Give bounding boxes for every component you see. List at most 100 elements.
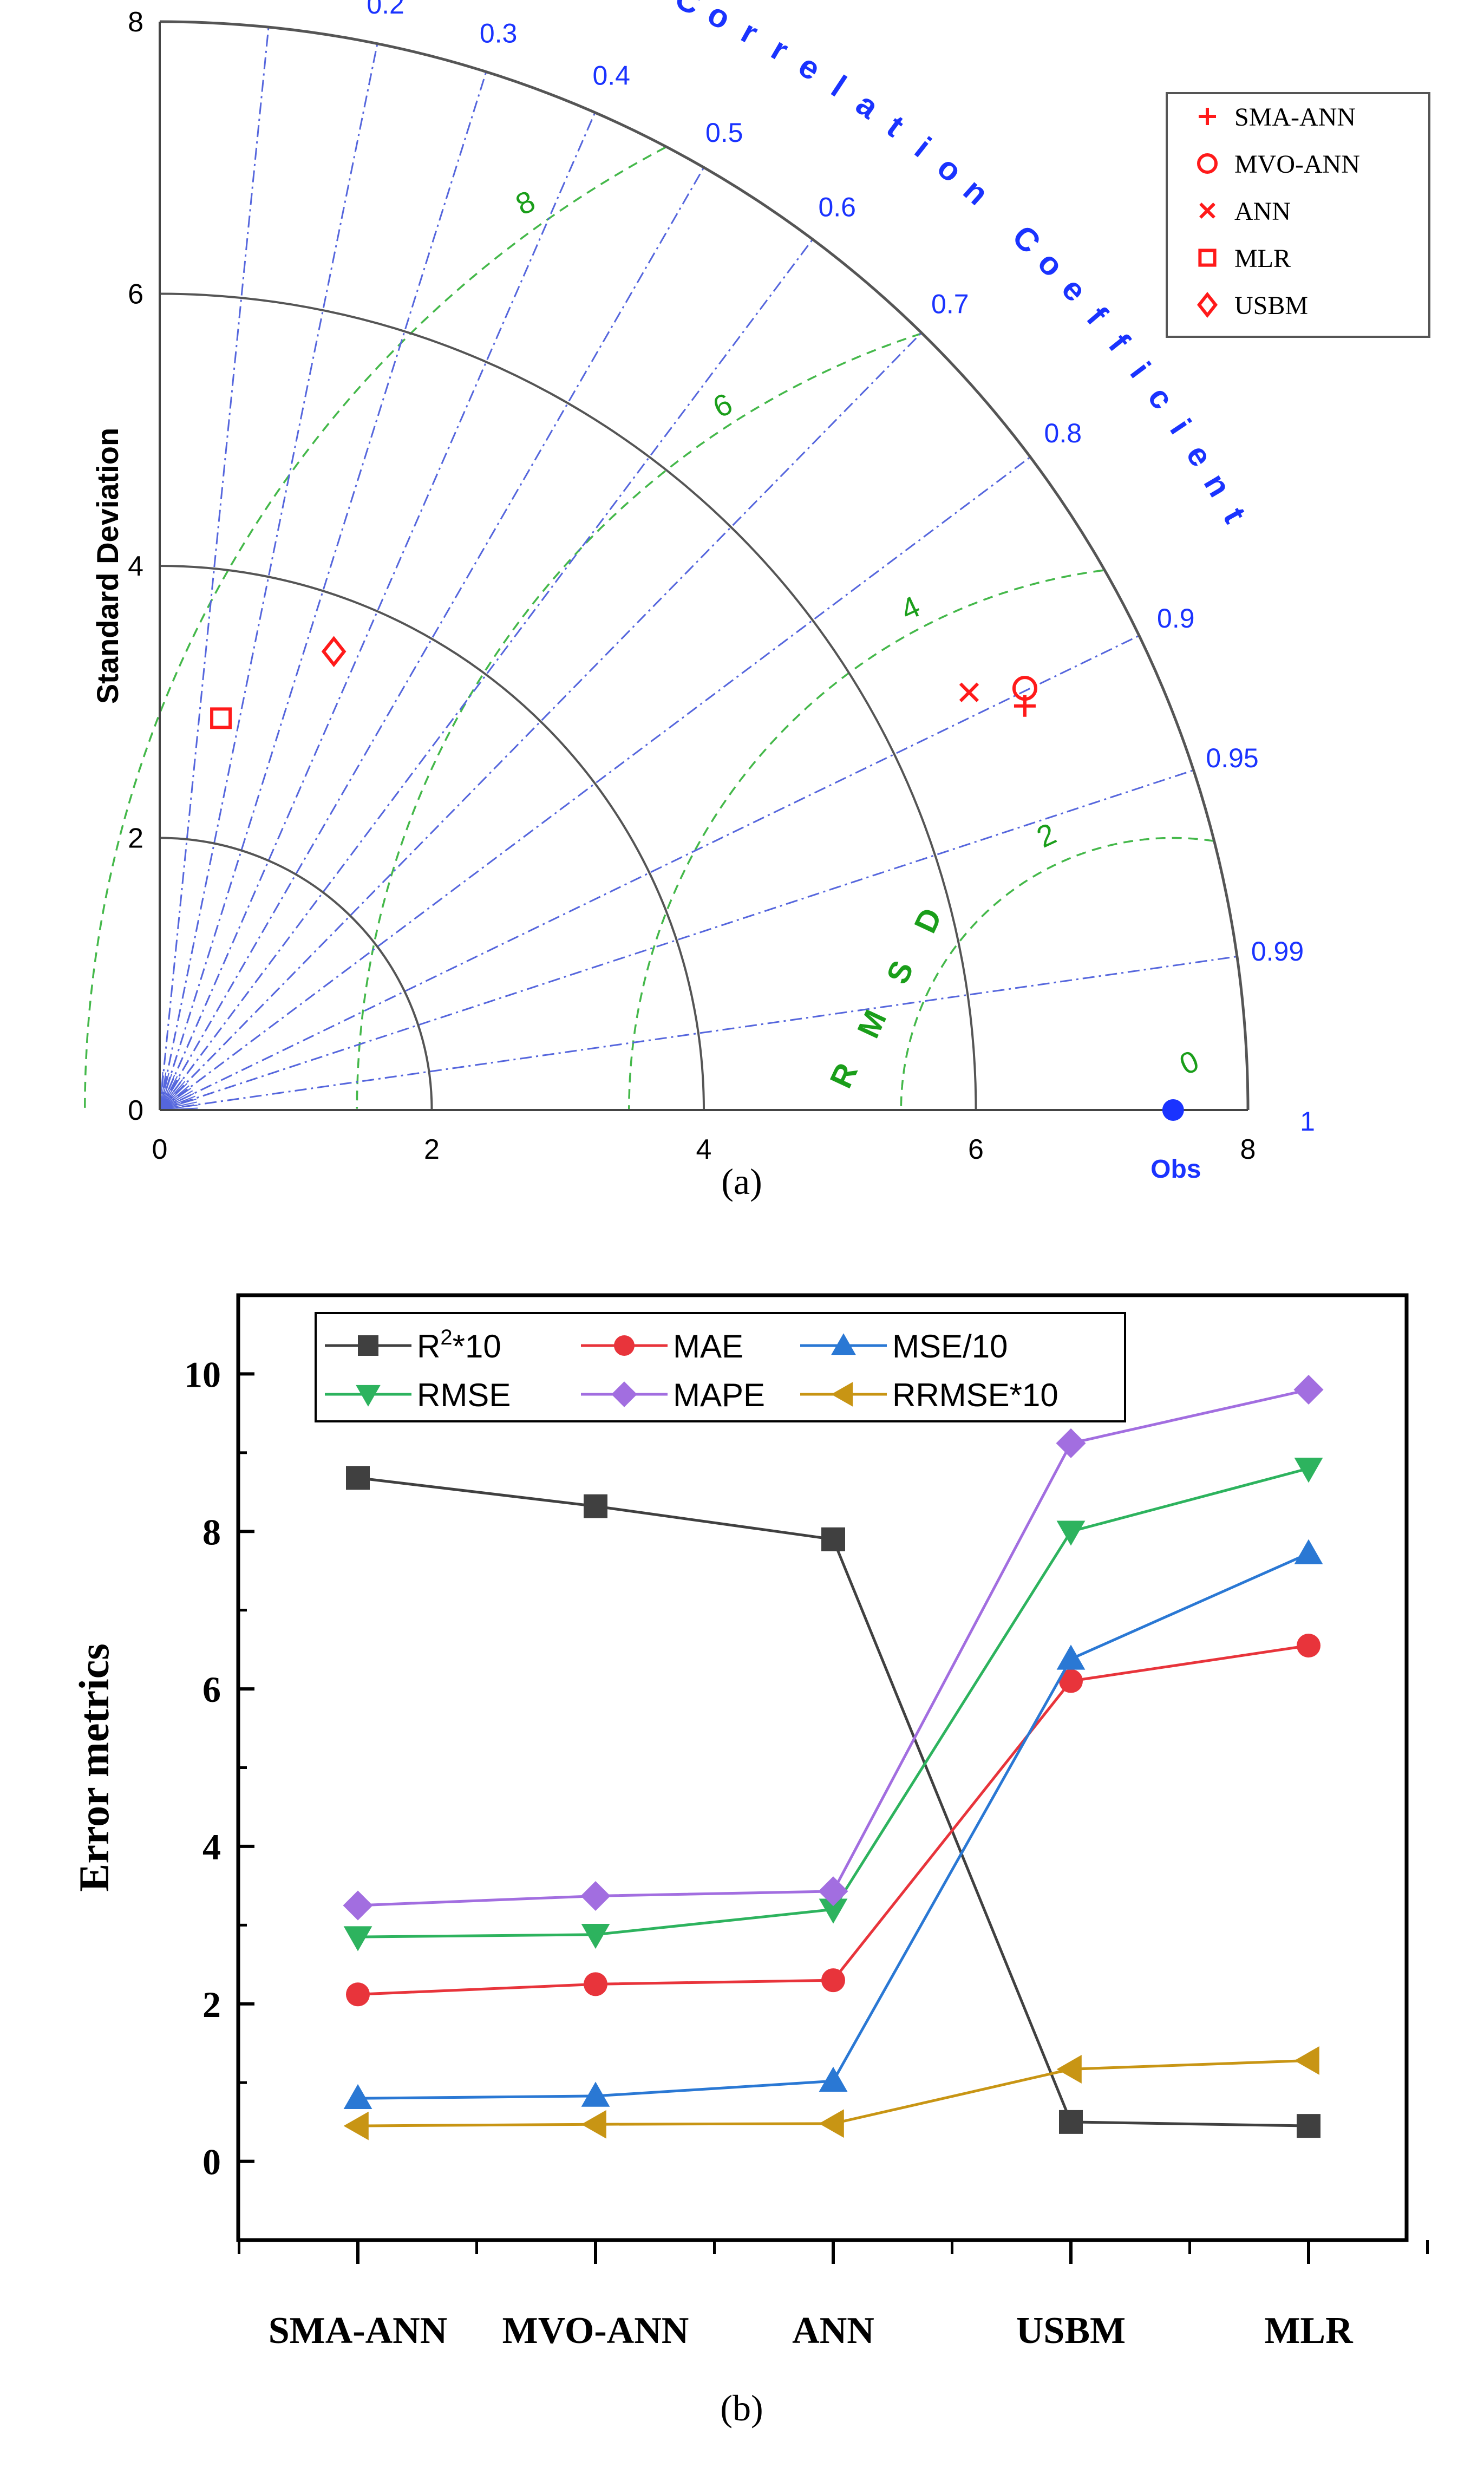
data-point (1297, 2114, 1320, 2138)
obs-point (1162, 1099, 1184, 1121)
correlation-tick-label: 0.99 (1251, 936, 1304, 967)
data-point (581, 2081, 610, 2107)
legend-marker-ann-b (1199, 203, 1215, 219)
x-tick-label: 8 (1240, 1134, 1256, 1165)
arc-title-letter: r (735, 14, 764, 51)
point-ann-b (959, 682, 979, 702)
rmsd-axis-letter: R (823, 1058, 865, 1093)
x-tick-label: 4 (696, 1134, 712, 1165)
data-point (1059, 2110, 1083, 2134)
correlation-tick-label: 0.95 (1206, 743, 1258, 773)
y-tick-label: 0 (128, 1095, 143, 1126)
arc-title-letter: c (1141, 380, 1181, 416)
rmsd-contour-label: 0 (1174, 1043, 1204, 1081)
series-r10 (346, 1466, 1320, 2138)
legend-marker-mlr (1198, 249, 1217, 267)
x-tick-label: USBM (1016, 2310, 1126, 2352)
correlation-tick-label: 0.4 (592, 61, 630, 91)
arc-title-letter: t (1216, 501, 1253, 528)
arc-title-letter: f (1102, 327, 1137, 358)
metrics-legend-box (315, 1312, 1126, 1422)
series-mae (346, 1634, 1320, 2007)
y-tick-label: 2 (202, 1984, 221, 2025)
legend-marker-ann (1199, 203, 1215, 219)
data-point (819, 1898, 848, 1924)
legend-marker-mvo-ann (1197, 153, 1218, 174)
data-point (581, 2110, 606, 2139)
data-point (819, 2066, 848, 2092)
legend-label: MAPE (673, 1377, 765, 1413)
legend-label: MVO-ANN (1234, 150, 1360, 179)
data-point (1056, 1428, 1086, 1458)
data-point (343, 1890, 373, 1921)
y-axis-title: Standard Deviation (90, 428, 125, 704)
y-tick-label: 6 (202, 1669, 221, 1710)
data-point (821, 1968, 845, 1993)
y-tick-label: 4 (202, 1826, 221, 1868)
legend-label: RMSE (417, 1377, 511, 1413)
series-line (357, 1644, 1309, 1996)
arc-title-letter: n (957, 172, 996, 212)
data-point (346, 1466, 370, 1490)
obs-label: Obs (1150, 1155, 1201, 1184)
correlation-tick-label: 0.8 (1044, 418, 1082, 448)
panel-label-a: (a) (721, 1161, 762, 1202)
data-point (1056, 1644, 1086, 1670)
x-tick-label: MVO-ANN (502, 2310, 689, 2352)
point-mlr (210, 707, 232, 729)
x-tick-label: SMA-ANN (269, 2310, 448, 2352)
std-arc-2 (159, 837, 433, 1111)
rmsd-contour-label: 2 (1031, 816, 1061, 854)
correlation-tick-label: 0.9 (1157, 603, 1195, 634)
x-tick-label: MLR (1264, 2310, 1354, 2352)
arc-title-letter: i (1163, 413, 1198, 440)
data-point (821, 1527, 845, 1551)
arc-title-letter: t (880, 108, 911, 144)
rmsd-contour-4 (628, 569, 1103, 1109)
arc-title-letter: o (1031, 244, 1071, 284)
arc-title-letter: e (792, 47, 827, 88)
correlation-tick-label: 0.3 (480, 18, 518, 49)
legend-marker-sma-ann (1199, 108, 1216, 125)
data-point (1059, 1669, 1083, 1693)
arc-title-letter: o (931, 149, 969, 190)
x-tick-label: 2 (424, 1134, 440, 1165)
series-mse10 (343, 1539, 1323, 2110)
correlation-tick-label: 0.2 (367, 0, 404, 19)
y-axis-title: Error metrics (70, 1643, 117, 1891)
rmsd-contour-label: 6 (708, 386, 737, 424)
legend-label: MAE (673, 1328, 743, 1365)
metrics-legend: R2*10 MAE MSE/10 RMSE MAPE RRMSE*10 (315, 1312, 1126, 1422)
legend-marker (358, 1335, 378, 1356)
data-point (581, 1923, 610, 1949)
arc-title-letter: C (670, 0, 707, 22)
legend-marker (356, 1385, 381, 1407)
data-point (1056, 2055, 1082, 2084)
std-arc-6 (159, 292, 977, 1111)
data-point (1294, 1458, 1323, 1483)
arc-title-letter: f (1080, 300, 1115, 332)
legend-marker-usbm (1197, 291, 1218, 318)
std-arc-4 (159, 565, 705, 1111)
taylor-legend: SMA-ANN MVO-ANN ANN MLR USBM (1166, 92, 1430, 338)
point-mvo-ann (1012, 676, 1037, 701)
data-point (343, 2111, 369, 2140)
y-tick-label: 8 (202, 1511, 221, 1552)
y-tick-label: 4 (128, 551, 143, 582)
x-tick-label: ANN (792, 2310, 874, 2352)
data-point (1294, 2046, 1319, 2075)
arc-title-letter: o (702, 0, 736, 37)
arc-title-letter: a (849, 86, 885, 126)
legend-marker (831, 1382, 853, 1407)
arc-title-letter: C (1005, 218, 1048, 260)
data-point (819, 2109, 844, 2138)
panel-label-b: (b) (720, 2387, 763, 2429)
data-point (343, 2084, 372, 2110)
x-tick-label: 0 (152, 1134, 168, 1165)
series-rrmse10 (343, 2046, 1319, 2140)
rmsd-contour-6 (356, 332, 922, 1109)
data-point (580, 1881, 611, 1911)
